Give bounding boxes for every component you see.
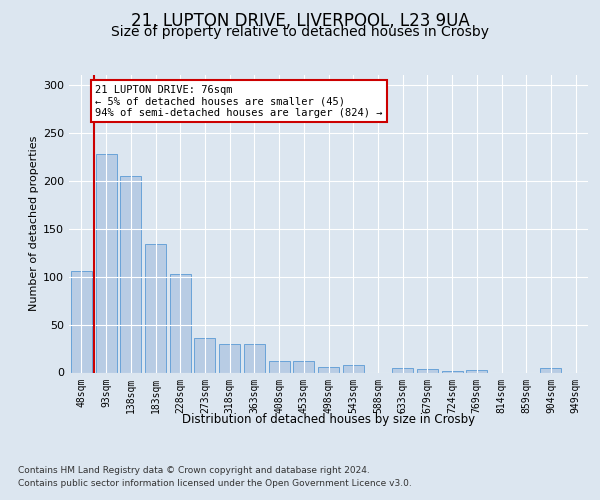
Bar [343,365,364,372]
Text: Contains public sector information licensed under the Open Government Licence v3: Contains public sector information licen… [18,479,412,488]
Text: Size of property relative to detached houses in Crosby: Size of property relative to detached ho… [111,25,489,39]
Text: 21 LUPTON DRIVE: 76sqm
← 5% of detached houses are smaller (45)
94% of semi-deta: 21 LUPTON DRIVE: 76sqm ← 5% of detached … [95,84,382,118]
Bar [170,274,191,372]
Bar [219,344,240,372]
Bar [269,361,290,372]
Text: Contains HM Land Registry data © Crown copyright and database right 2024.: Contains HM Land Registry data © Crown c… [18,466,370,475]
Bar [145,244,166,372]
Bar [95,154,116,372]
Bar [541,368,562,372]
Bar [417,368,438,372]
Text: Distribution of detached houses by size in Crosby: Distribution of detached houses by size … [182,412,475,426]
Bar [293,361,314,372]
Bar [318,366,339,372]
Bar [442,370,463,372]
Text: 21, LUPTON DRIVE, LIVERPOOL, L23 9UA: 21, LUPTON DRIVE, LIVERPOOL, L23 9UA [131,12,469,30]
Bar [120,176,141,372]
Bar [194,338,215,372]
Bar [244,344,265,372]
Y-axis label: Number of detached properties: Number of detached properties [29,136,39,312]
Bar [71,271,92,372]
Bar [466,370,487,372]
Bar [392,368,413,372]
